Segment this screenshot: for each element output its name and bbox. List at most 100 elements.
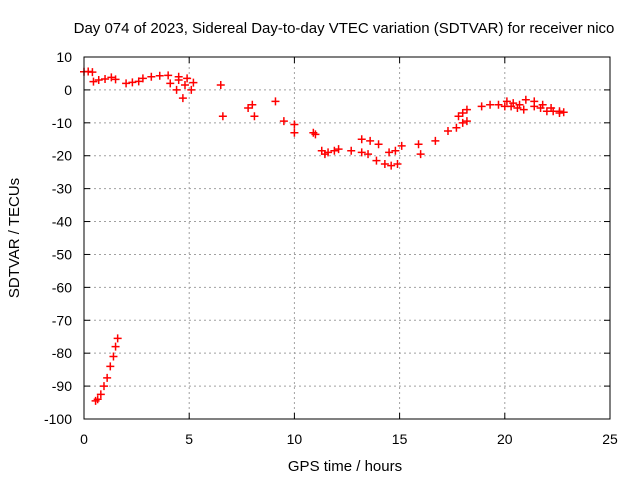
data-point	[393, 159, 402, 168]
y-tick-label: -40	[52, 214, 72, 230]
data-point	[164, 71, 173, 80]
data-points	[80, 67, 568, 405]
x-tick-label: 15	[392, 431, 408, 447]
data-point	[454, 112, 463, 121]
series-arc-15	[372, 156, 402, 170]
data-point	[347, 146, 356, 155]
data-point	[334, 145, 343, 154]
data-point	[99, 382, 108, 391]
series-arc-6	[166, 79, 187, 103]
data-point	[452, 123, 461, 132]
series-arc-18	[454, 105, 471, 121]
y-tick-label: -30	[52, 181, 72, 197]
data-point	[372, 156, 381, 165]
series-arc-16	[414, 136, 440, 159]
data-point	[431, 136, 440, 145]
y-tick-label: -50	[52, 246, 72, 262]
data-point	[549, 107, 558, 116]
data-point	[366, 136, 375, 145]
data-point	[279, 117, 288, 126]
data-point	[357, 135, 366, 144]
x-tick-label: 5	[185, 431, 193, 447]
series-arc-9	[244, 100, 259, 121]
series-arc-12	[317, 145, 343, 159]
data-point	[324, 148, 333, 157]
x-tick-label: 25	[602, 431, 618, 447]
y-tick-label: 10	[56, 49, 72, 65]
data-point	[103, 373, 112, 382]
data-point	[458, 118, 467, 127]
y-axis-label: SDTVAR / TECUs	[6, 178, 23, 298]
chart-title: Day 074 of 2023, Sidereal Day-to-day VTE…	[74, 20, 615, 37]
data-point	[166, 79, 175, 88]
series-arc-10	[271, 97, 299, 137]
data-point	[113, 334, 122, 343]
data-point	[147, 72, 156, 81]
data-point	[155, 71, 164, 80]
series-arc-4	[122, 77, 143, 88]
series-arc-11	[309, 128, 320, 139]
data-point	[416, 150, 425, 159]
data-point	[477, 102, 486, 111]
series-arc-21	[507, 102, 528, 114]
data-point	[178, 94, 187, 103]
data-point	[218, 112, 227, 121]
data-point	[109, 352, 118, 361]
data-point	[462, 105, 471, 114]
data-point	[414, 140, 423, 149]
data-point	[494, 100, 503, 109]
y-tick-label: -60	[52, 279, 72, 295]
x-axis-label: GPS time / hours	[288, 458, 402, 475]
data-point	[248, 100, 257, 109]
y-ticks: 10 0 -10 -20 -30 -40 -50 -60 -70 -80 -90 -100	[44, 49, 610, 427]
y-tick-label: -20	[52, 148, 72, 164]
data-point	[290, 120, 299, 129]
data-point	[462, 117, 471, 126]
data-point	[391, 146, 400, 155]
series-arc-17	[443, 117, 471, 136]
data-point	[364, 150, 373, 159]
data-point	[106, 362, 115, 371]
data-point	[134, 77, 143, 86]
x-tick-label: 10	[287, 431, 303, 447]
data-point	[290, 128, 299, 137]
series-arc-2	[89, 73, 120, 86]
series-arc-14	[357, 135, 406, 157]
data-point	[189, 78, 198, 87]
x-tick-label: 20	[497, 431, 513, 447]
data-point	[443, 127, 452, 136]
data-point	[330, 146, 339, 155]
series-arc-13	[347, 146, 373, 159]
data-point	[111, 75, 120, 84]
data-point	[458, 108, 467, 117]
data-point	[187, 85, 196, 94]
series-arc-5	[138, 71, 198, 87]
data-point	[128, 78, 137, 87]
y-tick-label: -80	[52, 345, 72, 361]
data-point	[216, 80, 225, 89]
data-point	[271, 97, 280, 106]
data-point	[530, 102, 539, 111]
series-arc-24	[549, 107, 568, 117]
data-point	[107, 73, 116, 82]
data-point	[380, 159, 389, 168]
data-point	[89, 77, 98, 86]
data-point	[244, 104, 253, 113]
data-point	[250, 112, 259, 121]
data-point	[101, 75, 110, 84]
data-point	[94, 76, 103, 85]
data-point	[536, 104, 545, 113]
data-point	[385, 148, 394, 157]
series-arc-7	[174, 76, 196, 94]
data-point	[172, 85, 181, 94]
data-point	[174, 76, 183, 85]
x-ticks: 0 5 10 15 20 25	[80, 57, 618, 447]
x-tick-label: 0	[80, 431, 88, 447]
series-arc-3	[91, 334, 122, 405]
data-point	[183, 74, 192, 83]
grid-lines	[84, 57, 610, 419]
data-point	[521, 95, 530, 104]
data-point	[519, 105, 528, 114]
